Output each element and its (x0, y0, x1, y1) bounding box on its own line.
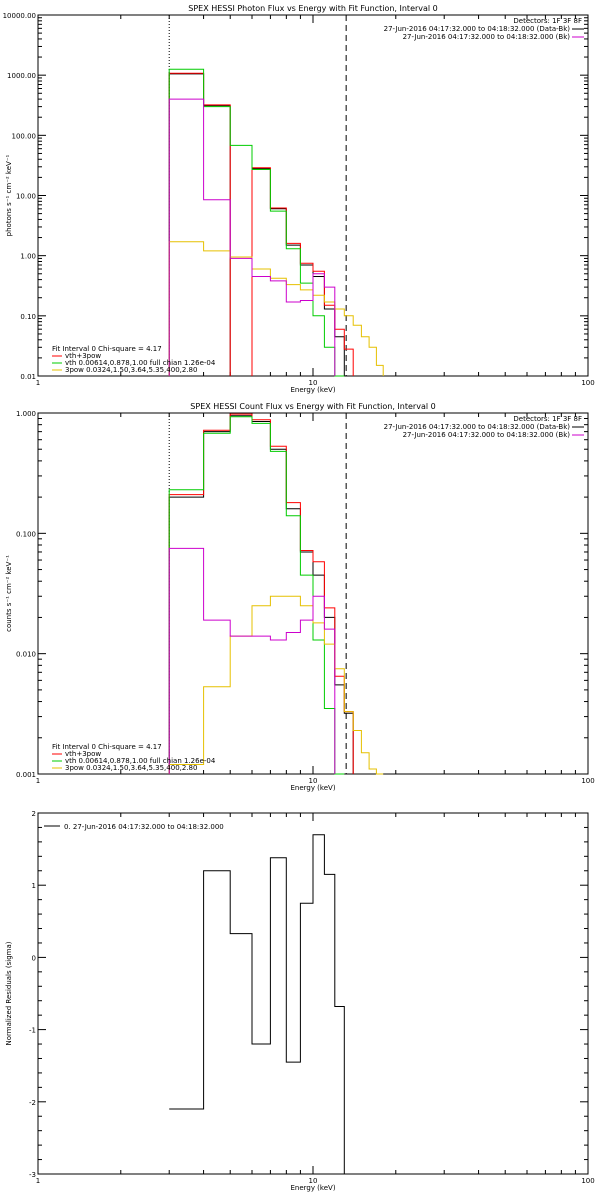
legend-entry: 0. 27-Jun-2016 04:17:32.000 to 04:18:32.… (64, 823, 224, 831)
legend-entry: Detectors: 1F 3F 8F (513, 415, 582, 423)
y-axis-label: counts s⁻¹ cm⁻² keV⁻¹ (5, 555, 13, 632)
y-tick-label: 0.001 (16, 771, 36, 779)
y-tick-label: 1.000 (16, 410, 36, 418)
y-tick-label: -2 (29, 1099, 36, 1107)
y-tick-label: 10.00 (16, 193, 36, 201)
plot-frame (37, 14, 589, 377)
y-tick-label: 100.00 (12, 132, 37, 140)
y-tick-label: 0.01 (20, 373, 36, 381)
y-tick-label: 0.010 (16, 651, 36, 659)
y-axis-label: Normalized Residuals (sigma) (5, 941, 13, 1045)
legend-entry: vth+3pow (65, 750, 101, 758)
y-tick-label: -3 (29, 1171, 36, 1179)
x-tick-label: 10 (309, 777, 318, 785)
legend-entry: vth+3pow (65, 352, 101, 360)
y-tick-label: 1000.00 (7, 72, 36, 80)
legend-entry: 27-Jun-2016 04:17:32.000 to 04:18:32.000… (384, 25, 571, 33)
x-tick-label: 1 (36, 1177, 40, 1185)
x-tick-label: 100 (581, 777, 594, 785)
series-line-4 (168, 98, 336, 376)
chart-title: SPEX HESSI Photon Flux vs Energy with Fi… (188, 4, 438, 13)
chart-panel-2: 1 10 100 Energy (keV) -3 -2 -1 0 1 2 Normalized Re… (5, 810, 595, 1192)
x-tick-label: 100 (581, 1177, 594, 1185)
series-line-0 (169, 834, 345, 1174)
x-tick-label: 10 (309, 1177, 318, 1185)
series-line-0 (168, 415, 354, 774)
y-tick-label: 2 (32, 810, 36, 818)
legend-entry: vth 0.00614,0.878,1.00 full chian 1.26e-… (65, 359, 216, 367)
x-axis-label: Energy (keV) (290, 1184, 335, 1192)
series-line-2 (168, 416, 345, 775)
legend-entry: vth 0.00614,0.878,1.00 full chian 1.26e-… (65, 757, 216, 765)
y-tick-label: 0 (32, 954, 36, 962)
x-tick-label: 100 (581, 379, 594, 387)
legend-entry: 3pow 0.0324,1.50,3.64,5.35,400,2.80 (65, 764, 197, 772)
series-line-4 (168, 547, 336, 774)
legend-entry: Fit Interval 0 Chi-square = 4.17 (52, 345, 162, 353)
legend-entry: 27-Jun-2016 04:17:32.000 to 04:18:32.000… (384, 423, 571, 431)
y-axis-label: photons s⁻¹ cm⁻² keV⁻¹ (5, 154, 13, 236)
legend-entry: Fit Interval 0 Chi-square = 4.17 (52, 743, 162, 751)
y-tick-label: 1.00 (20, 253, 36, 261)
x-tick-label: 1 (36, 379, 40, 387)
y-tick-label: 0.10 (20, 313, 36, 321)
series-line-2 (168, 68, 345, 377)
series-line-3 (168, 595, 384, 775)
legend-entry: 3pow 0.0324,1.50,3.64,5.35,400,2.80 (65, 366, 197, 374)
chart-title: SPEX HESSI Count Flux vs Energy with Fit… (190, 402, 435, 411)
legend-entry: 27-Jun-2016 04:17:32.000 to 04:18:32.000… (403, 33, 571, 41)
series-line-0 (168, 73, 345, 376)
chart-panel-1: SPEX HESSI Count Flux vs Energy with Fit… (5, 402, 595, 792)
x-tick-label: 1 (36, 777, 40, 785)
y-tick-label: -1 (29, 1027, 36, 1035)
x-axis-label: Energy (keV) (290, 784, 335, 792)
x-axis-label: Energy (keV) (290, 386, 335, 394)
x-tick-label: 10 (309, 379, 318, 387)
legend-entry: 27-Jun-2016 04:17:32.000 to 04:18:32.000… (403, 431, 571, 439)
y-tick-label: 10000.00 (3, 12, 36, 20)
y-tick-label: 1 (32, 882, 36, 890)
series-line-1 (168, 72, 354, 376)
chart-panel-0: SPEX HESSI Photon Flux vs Energy with Fi… (3, 4, 595, 394)
series-line-3 (168, 241, 384, 376)
y-tick-label: 0.100 (16, 530, 36, 538)
legend-entry: Detectors: 1F 3F 8F (513, 17, 582, 25)
series-line-1 (168, 413, 354, 774)
